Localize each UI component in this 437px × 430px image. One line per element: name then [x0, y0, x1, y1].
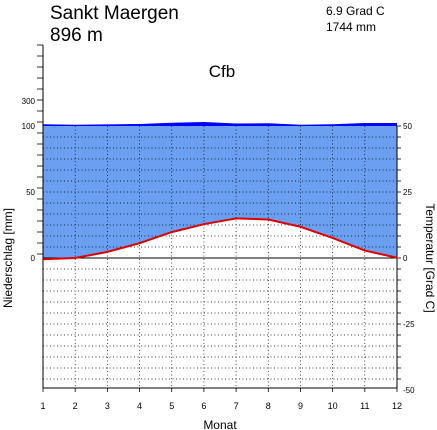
- left-axis-label: Niederschlag [mm]: [1, 208, 15, 308]
- x-tick-label: 8: [266, 401, 271, 411]
- temperature-point: [364, 249, 366, 252]
- annual-precip-label: 1744 mm: [326, 20, 376, 34]
- temperature-point: [235, 217, 237, 220]
- x-tick-label: 1: [40, 401, 45, 411]
- x-tick-label: 12: [392, 401, 402, 411]
- left-tick-label: 0: [31, 254, 36, 263]
- x-tick-label: 4: [137, 401, 142, 411]
- right-tick-label: -50: [403, 386, 415, 395]
- temperature-point: [106, 251, 109, 253]
- x-tick-label: 10: [328, 401, 338, 411]
- temperature-point: [74, 257, 76, 259]
- x-tick-label: 6: [201, 401, 206, 411]
- temperature-point: [170, 231, 173, 233]
- x-tick-label: 3: [105, 401, 110, 411]
- right-tick-label: -25: [403, 320, 415, 329]
- temperature-series: [42, 217, 398, 261]
- temperature-point: [138, 242, 141, 244]
- mean-temp-label: 6.9 Grad C: [326, 4, 385, 18]
- precip-excess-fill: [43, 122, 397, 126]
- x-tick-label: 2: [73, 401, 78, 411]
- climate-class-label: Cfb: [209, 62, 235, 81]
- left-tick-label: 100: [22, 122, 36, 131]
- temperature-point: [299, 226, 302, 228]
- left-tick-label: 300: [22, 97, 36, 106]
- right-tick-label: 50: [403, 122, 412, 131]
- grid-lines: [43, 126, 397, 388]
- x-tick-label: 9: [298, 401, 303, 411]
- temperature-point: [42, 258, 44, 261]
- right-tick-label: 25: [403, 188, 412, 197]
- x-tick-label: 11: [360, 401, 369, 411]
- x-tick-label: 5: [169, 401, 174, 411]
- humid-area: [43, 126, 397, 260]
- temperature-point: [331, 237, 334, 239]
- temperature-point: [396, 256, 398, 259]
- x-tick-label: 7: [234, 401, 239, 411]
- elevation-label: 896 m: [50, 25, 103, 46]
- temperature-point: [267, 218, 270, 221]
- precip-excess-area: [43, 122, 397, 126]
- temperature-point: [203, 223, 205, 225]
- left-tick-label: 50: [26, 188, 35, 197]
- right-tick-label: 0: [403, 254, 408, 263]
- station-title: Sankt Maergen: [50, 3, 179, 24]
- temperature-line: [42, 217, 398, 261]
- x-axis-label: Monat: [203, 418, 237, 430]
- right-axis-label: Temperatur [Grad C]: [423, 203, 437, 312]
- humid-fill: [43, 126, 397, 260]
